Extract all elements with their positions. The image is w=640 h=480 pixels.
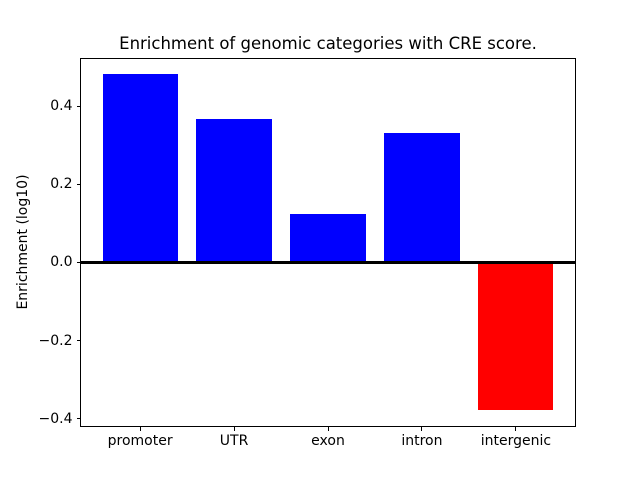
- x-tick-mark: [327, 427, 329, 431]
- x-tick-label-promoter: promoter: [107, 433, 173, 449]
- y-tick-label: −0.4: [38, 410, 73, 427]
- x-tick-label-intergenic: intergenic: [480, 433, 552, 449]
- y-tick-label: −0.2: [38, 332, 73, 349]
- y-tick-mark: [76, 418, 80, 420]
- bar-intergenic: [478, 262, 554, 410]
- bar-exon: [290, 213, 366, 263]
- bar-UTR: [196, 118, 272, 263]
- x-tick-mark: [421, 427, 423, 431]
- y-tick-label: 0.2: [50, 176, 73, 193]
- y-axis-label: Enrichment (log10): [15, 174, 31, 310]
- x-tick-mark: [139, 427, 141, 431]
- y-tick-mark: [76, 340, 80, 342]
- x-tick-label-exon: exon: [311, 433, 345, 449]
- y-tick-label: 0.0: [50, 254, 73, 271]
- x-tick-mark: [515, 427, 517, 431]
- x-tick-label-UTR: UTR: [219, 433, 249, 449]
- chart-title: Enrichment of genomic categories with CR…: [119, 34, 537, 53]
- x-tick-mark: [233, 427, 235, 431]
- zero-axhline: [80, 261, 576, 264]
- x-tick-label-intron: intron: [401, 433, 443, 449]
- y-tick-mark: [76, 105, 80, 107]
- bar-promoter: [102, 73, 178, 263]
- y-tick-mark: [76, 183, 80, 185]
- bar-intron: [384, 133, 460, 263]
- y-tick-label: 0.4: [50, 98, 73, 115]
- plot-area: [80, 58, 576, 427]
- y-tick-mark: [76, 261, 80, 263]
